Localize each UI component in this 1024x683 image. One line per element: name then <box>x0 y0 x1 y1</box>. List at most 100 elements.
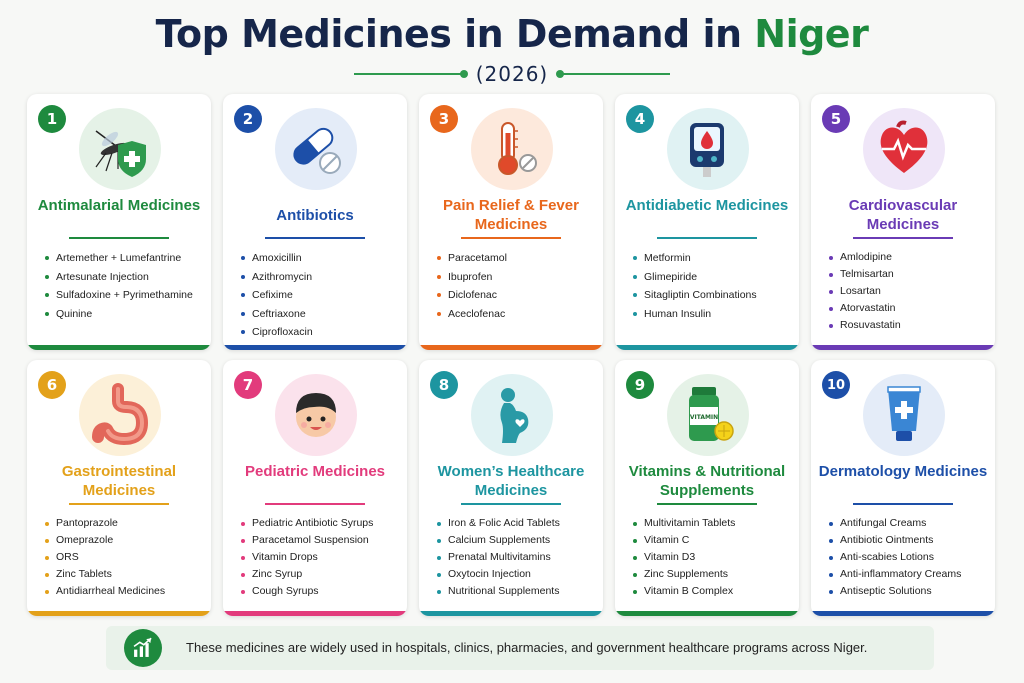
card-number: 10 <box>822 371 850 399</box>
list-item: Amoxicillin <box>241 249 313 268</box>
card-number: 9 <box>626 371 654 399</box>
card-pediatric: 7 Pediatric Medicines Pediatric Antibiot… <box>223 360 407 616</box>
list-item: Omeprazole <box>45 532 165 549</box>
list-item: Amlodipine <box>829 249 901 266</box>
capsule-pill-icon <box>275 108 357 190</box>
list-item: Telmisartan <box>829 266 901 283</box>
thermometer-icon <box>471 108 553 190</box>
list-item: Zinc Tablets <box>45 566 165 583</box>
list-item: Human Insulin <box>633 305 757 324</box>
card-accent-bar <box>811 345 995 350</box>
card-list: Amlodipine Telmisartan Losartan Atorvast… <box>829 249 901 334</box>
card-number: 1 <box>38 105 66 133</box>
list-item: Prenatal Multivitamins <box>437 549 560 566</box>
card-list: Paracetamol Ibuprofen Diclofenac Aceclof… <box>437 249 507 323</box>
card-underline <box>657 503 757 505</box>
card-title: Pain Relief & Fever Medicines <box>443 197 579 233</box>
year-row: (2026) <box>0 62 1024 86</box>
card-accent-bar <box>223 611 407 616</box>
card-list: Antifungal Creams Antibiotic Ointments A… <box>829 515 961 600</box>
card-underline <box>853 237 953 239</box>
list-item: Cough Syrups <box>241 583 373 600</box>
card-underline <box>657 237 757 239</box>
card-number: 3 <box>430 105 458 133</box>
pregnant-woman-icon <box>471 374 553 456</box>
card-accent-bar <box>223 345 407 350</box>
card-accent-bar <box>419 345 603 350</box>
card-list: Iron & Folic Acid Tablets Calcium Supple… <box>437 515 560 600</box>
list-item: Pediatric Antibiotic Syrups <box>241 515 373 532</box>
list-item: Artemether + Lumefantrine <box>45 249 193 268</box>
card-title: Gastrointestinal Medicines <box>61 463 177 499</box>
stomach-icon <box>79 374 161 456</box>
card-accent-bar <box>27 611 211 616</box>
card-number: 2 <box>234 105 262 133</box>
list-item: Sulfadoxine + Pyrimethamine <box>45 286 193 305</box>
list-item: Pantoprazole <box>45 515 165 532</box>
list-item: Oxytocin Injection <box>437 566 560 583</box>
page-title: Top Medicines in Demand in Niger <box>0 12 1024 56</box>
list-item: Vitamin D3 <box>633 549 735 566</box>
list-item: Antiseptic Solutions <box>829 583 961 600</box>
card-underline <box>69 237 169 239</box>
card-number: 8 <box>430 371 458 399</box>
card-list: Pantoprazole Omeprazole ORS Zinc Tablets… <box>45 515 165 600</box>
growth-chart-icon <box>124 629 162 667</box>
card-accent-bar <box>419 611 603 616</box>
list-item: Cefixime <box>241 286 313 305</box>
child-face-icon <box>275 374 357 456</box>
card-number: 5 <box>822 105 850 133</box>
list-item: Vitamin B Complex <box>633 583 735 600</box>
card-accent-bar <box>27 345 211 350</box>
list-item: Antidiarrheal Medicines <box>45 583 165 600</box>
card-antibiotics: 2 Antibiotics Amoxicillin Azithromycin C… <box>223 94 407 350</box>
card-accent-bar <box>615 345 799 350</box>
card-title: Antimalarial Medicines <box>37 197 201 214</box>
list-item: Antibiotic Ointments <box>829 532 961 549</box>
list-item: Losartan <box>829 283 901 300</box>
card-title: Antidiabetic Medicines <box>625 197 789 214</box>
list-item: Zinc Syrup <box>241 566 373 583</box>
card-title: Pediatric Medicines <box>244 463 386 480</box>
cream-tube-icon <box>863 374 945 456</box>
card-gastrointestinal: 6 Gastrointestinal Medicines Pantoprazol… <box>27 360 211 616</box>
list-item: Anti-scabies Lotions <box>829 549 961 566</box>
card-title: Vitamins & Nutritional Supplements <box>628 463 786 499</box>
divider <box>556 70 671 78</box>
card-womens-healthcare: 8 Women’s Healthcare Medicines Iron & Fo… <box>419 360 603 616</box>
card-list: Multivitamin Tablets Vitamin C Vitamin D… <box>633 515 735 600</box>
card-number: 7 <box>234 371 262 399</box>
card-pain-relief: 3 Pain Relief & Fever Medicines Paraceta… <box>419 94 603 350</box>
card-list: Artemether + Lumefantrine Artesunate Inj… <box>45 249 193 323</box>
list-item: Glimepiride <box>633 268 757 287</box>
list-item: Paracetamol Suspension <box>241 532 373 549</box>
card-underline <box>461 503 561 505</box>
mosquito-shield-icon <box>79 108 161 190</box>
card-underline <box>265 237 365 239</box>
card-number: 4 <box>626 105 654 133</box>
list-item: Rosuvastatin <box>829 317 901 334</box>
list-item: Azithromycin <box>241 268 313 287</box>
list-item: Sitagliptin Combinations <box>633 286 757 305</box>
card-accent-bar <box>811 611 995 616</box>
card-dermatology: 10 Dermatology Medicines Antifungal Crea… <box>811 360 995 616</box>
list-item: Vitamin C <box>633 532 735 549</box>
card-title: Antibiotics <box>276 207 354 224</box>
list-item: Diclofenac <box>437 286 507 305</box>
list-item: Ibuprofen <box>437 268 507 287</box>
heart-icon <box>863 108 945 190</box>
list-item: Ceftriaxone <box>241 305 313 324</box>
list-item: Zinc Supplements <box>633 566 735 583</box>
list-item: Atorvastatin <box>829 300 901 317</box>
card-underline <box>69 503 169 505</box>
card-accent-bar <box>615 611 799 616</box>
footer-text: These medicines are widely used in hospi… <box>186 640 868 655</box>
card-antidiabetic: 4 Antidiabetic Medicines Metformin Glime… <box>615 94 799 350</box>
card-cardiovascular: 5 Cardiovascular Medicines Amlodipine Te… <box>811 94 995 350</box>
list-item: Anti-inflammatory Creams <box>829 566 961 583</box>
card-underline <box>265 503 365 505</box>
card-list: Metformin Glimepiride Sitagliptin Combin… <box>633 249 757 323</box>
card-title: Cardiovascular Medicines <box>848 197 958 233</box>
list-item: Metformin <box>633 249 757 268</box>
list-item: Multivitamin Tablets <box>633 515 735 532</box>
